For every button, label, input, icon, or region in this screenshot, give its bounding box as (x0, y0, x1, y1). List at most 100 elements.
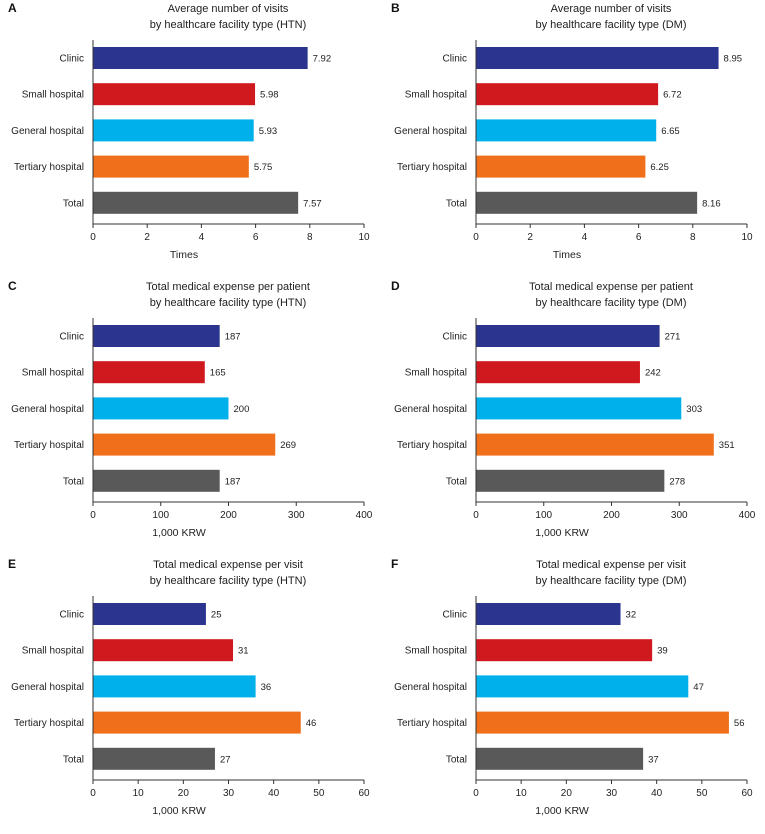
value-label: 56 (734, 718, 745, 729)
x-axis-label: 1,000 KRW (152, 527, 206, 539)
bar-total (93, 747, 215, 770)
bar-tertiary-hospital (93, 711, 301, 734)
category-label: Clinic (60, 54, 84, 65)
category-label: Total (63, 476, 84, 487)
x-tick-label: 0 (473, 232, 479, 243)
bar-total (476, 747, 644, 770)
panel-letter: F (391, 557, 398, 571)
x-tick-label: 10 (741, 232, 753, 243)
x-tick-label: 0 (473, 788, 479, 799)
category-label: Total (446, 198, 467, 209)
panel-letter: B (391, 1, 400, 15)
value-label: 46 (306, 718, 317, 729)
value-label: 47 (693, 682, 704, 693)
category-label: General hospital (394, 404, 467, 415)
category-label: General hospital (394, 126, 467, 137)
bar-tertiary-hospital (476, 155, 646, 178)
bar-general-hospital (93, 397, 229, 420)
panel-e: E Total medical expense per visit by healt… (0, 556, 382, 834)
x-tick-label: 40 (268, 788, 280, 799)
bar-small-hospital (476, 361, 640, 384)
x-tick-label: 0 (90, 232, 96, 243)
x-tick-label: 400 (739, 510, 756, 521)
bar-clinic (476, 603, 621, 625)
category-label: Tertiary hospital (14, 718, 84, 729)
category-label: Clinic (60, 332, 84, 343)
x-tick-label: 20 (178, 788, 190, 799)
bar-total (476, 469, 665, 492)
x-tick-label: 200 (603, 510, 620, 521)
bar-small-hospital (476, 639, 653, 662)
category-label: Tertiary hospital (397, 718, 467, 729)
x-axis-label: 1,000 KRW (535, 527, 589, 539)
x-tick-label: 2 (527, 232, 533, 243)
category-label: Small hospital (22, 368, 84, 379)
value-label: 200 (234, 404, 250, 415)
chart-svg: E Total medical expense per visit by healt… (8, 557, 370, 817)
category-label: General hospital (11, 404, 84, 415)
category-label: Total (446, 754, 467, 765)
category-label: Tertiary hospital (14, 162, 84, 173)
value-label: 303 (686, 404, 702, 415)
category-label: Total (63, 754, 84, 765)
bar-clinic (93, 325, 220, 347)
bar-small-hospital (93, 361, 205, 384)
chart-title-line: by healthcare facility type (DM) (536, 575, 687, 587)
bar-tertiary-hospital (93, 155, 249, 178)
bar-clinic (476, 325, 660, 347)
bar-general-hospital (476, 119, 657, 142)
value-label: 36 (261, 682, 272, 693)
value-label: 278 (669, 476, 685, 487)
value-label: 5.93 (259, 126, 278, 137)
value-label: 6.25 (650, 162, 669, 173)
category-label: Clinic (60, 610, 84, 621)
x-axis-label: Times (553, 249, 581, 261)
value-label: 5.75 (254, 162, 273, 173)
chart-svg: B Average number of visits by healthcare f… (391, 1, 753, 261)
value-label: 31 (238, 646, 249, 657)
category-label: Total (446, 476, 467, 487)
x-tick-label: 2 (144, 232, 150, 243)
x-tick-label: 8 (690, 232, 696, 243)
bar-total (93, 191, 299, 214)
category-label: Clinic (443, 332, 467, 343)
bar-general-hospital (476, 397, 682, 420)
panel-letter: C (8, 279, 17, 293)
value-label: 6.65 (661, 126, 680, 137)
value-label: 271 (665, 332, 681, 343)
bar-clinic (476, 47, 719, 69)
category-label: Tertiary hospital (14, 440, 84, 451)
value-label: 242 (645, 368, 661, 379)
bar-small-hospital (476, 83, 659, 106)
value-label: 5.98 (260, 90, 279, 101)
panel-f: F Total medical expense per visit by healt… (383, 556, 765, 834)
x-tick-label: 400 (356, 510, 373, 521)
x-tick-label: 0 (473, 510, 479, 521)
x-tick-label: 4 (199, 232, 205, 243)
x-tick-label: 200 (220, 510, 237, 521)
chart-title-line: Total medical expense per visit (153, 559, 303, 571)
value-label: 165 (210, 368, 226, 379)
chart-title-line: by healthcare facility type (DM) (536, 297, 687, 309)
bar-general-hospital (93, 119, 254, 142)
panel-letter: D (391, 279, 400, 293)
category-label: Tertiary hospital (397, 162, 467, 173)
chart-title-line: Total medical expense per patient (529, 281, 693, 293)
x-tick-label: 10 (133, 788, 145, 799)
chart-svg: A Average number of visits by healthcare f… (8, 1, 370, 261)
category-label: Small hospital (22, 646, 84, 657)
chart-title-line: by healthcare facility type (DM) (536, 19, 687, 31)
x-tick-label: 300 (671, 510, 688, 521)
bar-tertiary-hospital (476, 433, 714, 456)
x-tick-label: 10 (516, 788, 528, 799)
x-tick-label: 50 (313, 788, 325, 799)
x-tick-label: 30 (606, 788, 618, 799)
category-label: General hospital (11, 126, 84, 137)
panel-letter: E (8, 557, 16, 571)
x-tick-label: 4 (582, 232, 588, 243)
x-tick-label: 6 (253, 232, 259, 243)
x-tick-label: 0 (90, 788, 96, 799)
chart-svg: F Total medical expense per visit by healt… (391, 557, 753, 817)
bar-total (476, 191, 698, 214)
value-label: 37 (648, 754, 659, 765)
